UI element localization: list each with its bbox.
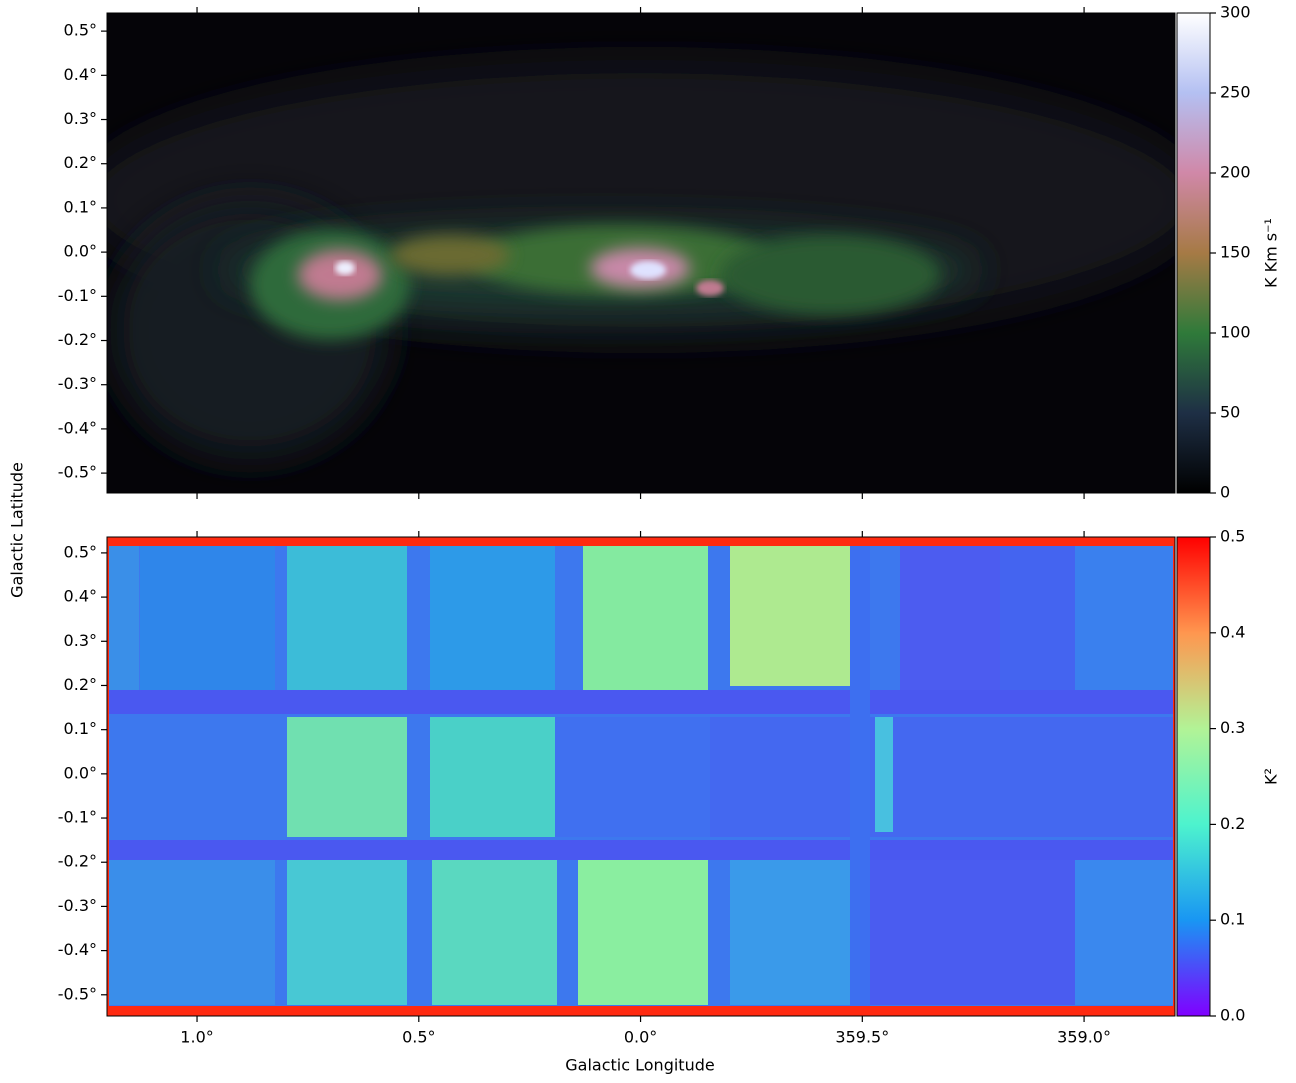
colorbar-label: K²: [1262, 768, 1281, 785]
y-tick-label: -0.4°: [58, 418, 97, 437]
y-tick-label: -0.5°: [58, 984, 97, 1003]
y-tick-label: 0.5°: [64, 21, 97, 40]
x-tick-label: 1.0°: [180, 1028, 213, 1047]
colorbar-tick-label: 150: [1220, 243, 1251, 262]
y-tick-label: 0.5°: [64, 542, 97, 561]
y-tick-label: -0.1°: [58, 808, 97, 827]
y-tick-label: -0.3°: [58, 374, 97, 393]
x-tick-label: 0.5°: [402, 1028, 435, 1047]
y-axis-label: Galactic Latitude: [8, 462, 27, 598]
colorbar-label: K Km s⁻¹: [1262, 218, 1281, 288]
y-tick-label: 0.1°: [64, 719, 97, 738]
x-axis-label: Galactic Longitude: [565, 1056, 714, 1075]
x-tick-label: 359.0°: [1057, 1028, 1111, 1047]
y-tick-label: 0.4°: [64, 65, 97, 84]
y-tick-label: 0.2°: [64, 153, 97, 172]
colorbar-tick-label: 250: [1220, 83, 1251, 102]
y-tick-label: 0.3°: [64, 631, 97, 650]
colorbar-tick-label: 0.3: [1220, 718, 1245, 737]
y-tick-label: -0.5°: [58, 463, 97, 482]
colorbar-tick-label: 50: [1220, 403, 1240, 422]
colorbar-tick-label: 0: [1220, 483, 1230, 502]
y-tick-label: -0.4°: [58, 940, 97, 959]
y-tick-label: -0.1°: [58, 286, 97, 305]
y-tick-label: -0.3°: [58, 896, 97, 915]
colorbar-tick-label: 0.4: [1220, 622, 1245, 641]
y-tick-label: 0.4°: [64, 587, 97, 606]
colorbar-tick-label: 0.5: [1220, 527, 1245, 546]
y-tick-label: -0.2°: [58, 330, 97, 349]
colorbar-tick-label: 100: [1220, 323, 1251, 342]
colorbar: [1176, 12, 1211, 494]
x-tick-label: 0.0°: [624, 1028, 657, 1047]
colorbar-tick-label: 200: [1220, 163, 1251, 182]
y-tick-label: 0.0°: [64, 242, 97, 261]
residual-map: [107, 537, 1175, 1016]
intensity-map: [107, 13, 1175, 493]
colorbar-tick-label: 0.1: [1220, 910, 1245, 929]
colorbar: [1176, 536, 1211, 1017]
y-tick-label: 0.2°: [64, 675, 97, 694]
y-tick-label: 0.3°: [64, 109, 97, 128]
x-tick-label: 359.5°: [835, 1028, 889, 1047]
colorbar-tick-label: 300: [1220, 3, 1251, 22]
y-tick-label: 0.1°: [64, 197, 97, 216]
y-tick-label: -0.2°: [58, 852, 97, 871]
y-tick-label: 0.0°: [64, 763, 97, 782]
colorbar-tick-label: 0.0: [1220, 1006, 1245, 1025]
colorbar-tick-label: 0.2: [1220, 814, 1245, 833]
